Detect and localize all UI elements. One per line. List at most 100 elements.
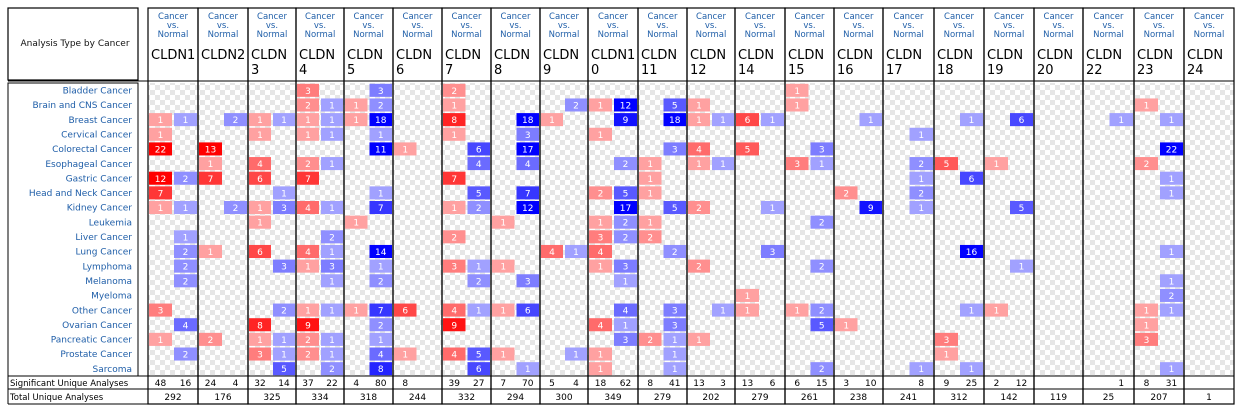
heat-cell: [492, 347, 515, 361]
heat-cell-label: 2: [647, 233, 653, 243]
heat-cell: [614, 157, 637, 171]
heat-cell: [443, 303, 466, 317]
gene-label: CLDN: [1086, 48, 1122, 63]
heat-cell: [909, 171, 933, 185]
heat-cell: [467, 142, 490, 156]
heat-cell-label: 1: [573, 248, 579, 258]
heat-cell-label: 13: [205, 145, 216, 155]
heat-cell: [835, 318, 858, 332]
column-header: vs.: [803, 21, 815, 31]
heat-cell: [174, 171, 197, 185]
cancer-label: Melanoma: [85, 277, 132, 287]
heat-cell-label: 3: [672, 321, 678, 331]
gene-label: CLDN1: [151, 48, 195, 63]
total-count: 292: [164, 393, 181, 403]
heat-cell-label: 1: [672, 351, 678, 361]
column-header: Cancer: [795, 12, 825, 22]
heat-cell-label: 3: [623, 336, 629, 346]
column-header: vs.: [1003, 21, 1015, 31]
heat-cell-label: 1: [329, 160, 335, 170]
column-header: Normal: [1194, 30, 1225, 40]
significant-count: 15: [816, 379, 827, 389]
heat-cell-label: 1: [329, 351, 335, 361]
heat-cell: [297, 113, 319, 127]
significant-count: 32: [254, 379, 265, 389]
significant-count: 31: [1166, 379, 1177, 389]
heat-cell: [369, 274, 392, 288]
heat-cell-label: 2: [378, 277, 384, 287]
heat-cell-label: 3: [1144, 336, 1150, 346]
column-header: Cancer: [598, 12, 628, 22]
heat-cell-label: 4: [451, 307, 457, 317]
heat-cell-label: 2: [918, 189, 924, 199]
heat-cell-label: 1: [918, 204, 924, 214]
heat-cell: [273, 113, 295, 127]
significant-count: 4: [353, 379, 359, 389]
heat-cell: [935, 332, 958, 346]
column-header: Cancer: [994, 12, 1024, 22]
column-header: vs.: [607, 21, 619, 31]
heat-cell-label: 1: [525, 365, 531, 375]
column-header: vs.: [1052, 21, 1064, 31]
heat-cell-label: 4: [378, 351, 384, 361]
heat-cell-label: 1: [1118, 116, 1124, 126]
heat-cell-label: 6: [1019, 116, 1025, 126]
heat-cell: [688, 201, 710, 215]
heat-cell-label: 1: [353, 102, 359, 112]
column-header: Cancer: [648, 12, 678, 22]
gene-label: CLDN: [543, 48, 579, 63]
heat-cell: [321, 113, 343, 127]
heat-cell-label: 2: [623, 160, 629, 170]
heat-cell: [321, 244, 343, 258]
heat-cell-label: 2: [819, 263, 825, 273]
heat-cell-label: 4: [257, 160, 263, 170]
heat-cell: [321, 157, 343, 171]
heat-cell-label: 5: [944, 160, 950, 170]
total-count: 25: [1103, 393, 1114, 403]
heat-cell: [688, 142, 710, 156]
gene-label: CLDN: [1137, 48, 1173, 63]
significant-count: 8: [647, 379, 653, 389]
heat-cell-label: 1: [918, 175, 924, 185]
cancer-label: Colorectal Cancer: [52, 145, 132, 155]
heat-cell-label: 6: [257, 248, 263, 258]
heat-cell: [321, 259, 343, 273]
heat-cell-label: 18: [669, 116, 681, 126]
heat-cell-label: 8: [451, 116, 457, 126]
heat-cell-label: 1: [696, 116, 702, 126]
heat-cell-label: 1: [183, 233, 189, 243]
cancer-label: Prostate Cancer: [60, 350, 132, 360]
heat-cell: [589, 127, 612, 141]
significant-count: 24: [205, 379, 217, 389]
heat-cell: [516, 201, 539, 215]
heat-cell-label: 2: [1144, 160, 1150, 170]
heat-cell: [614, 230, 637, 244]
heat-cell: [614, 303, 637, 317]
gene-label: 11: [641, 63, 658, 78]
gene-label: CLDN: [445, 48, 481, 63]
heat-cell: [516, 274, 539, 288]
heat-cell: [810, 303, 833, 317]
heat-cell-label: 1: [623, 277, 629, 287]
heat-cell-label: 1: [476, 307, 482, 317]
gene-label: 16: [837, 63, 854, 78]
heat-cell-label: 4: [696, 145, 702, 155]
heat-cell: [297, 332, 319, 346]
column-header: vs.: [460, 21, 472, 31]
heat-cell-label: 1: [918, 131, 924, 141]
column-header: Normal: [1144, 30, 1175, 40]
heat-cell-label: 1: [696, 160, 702, 170]
gene-label: 0: [591, 63, 599, 78]
heat-cell: [297, 127, 319, 141]
heat-cell-label: 1: [378, 131, 384, 141]
total-count: 332: [458, 393, 475, 403]
heat-cell: [249, 347, 271, 361]
column-header: Normal: [893, 30, 924, 40]
heat-cell-label: 2: [329, 233, 335, 243]
heat-cell: [663, 347, 686, 361]
gene-label: CLDN: [937, 48, 973, 63]
cancer-label: Gastric Cancer: [66, 174, 133, 184]
column-header: vs.: [953, 21, 965, 31]
heat-cell: [369, 127, 392, 141]
heat-cell: [516, 142, 539, 156]
